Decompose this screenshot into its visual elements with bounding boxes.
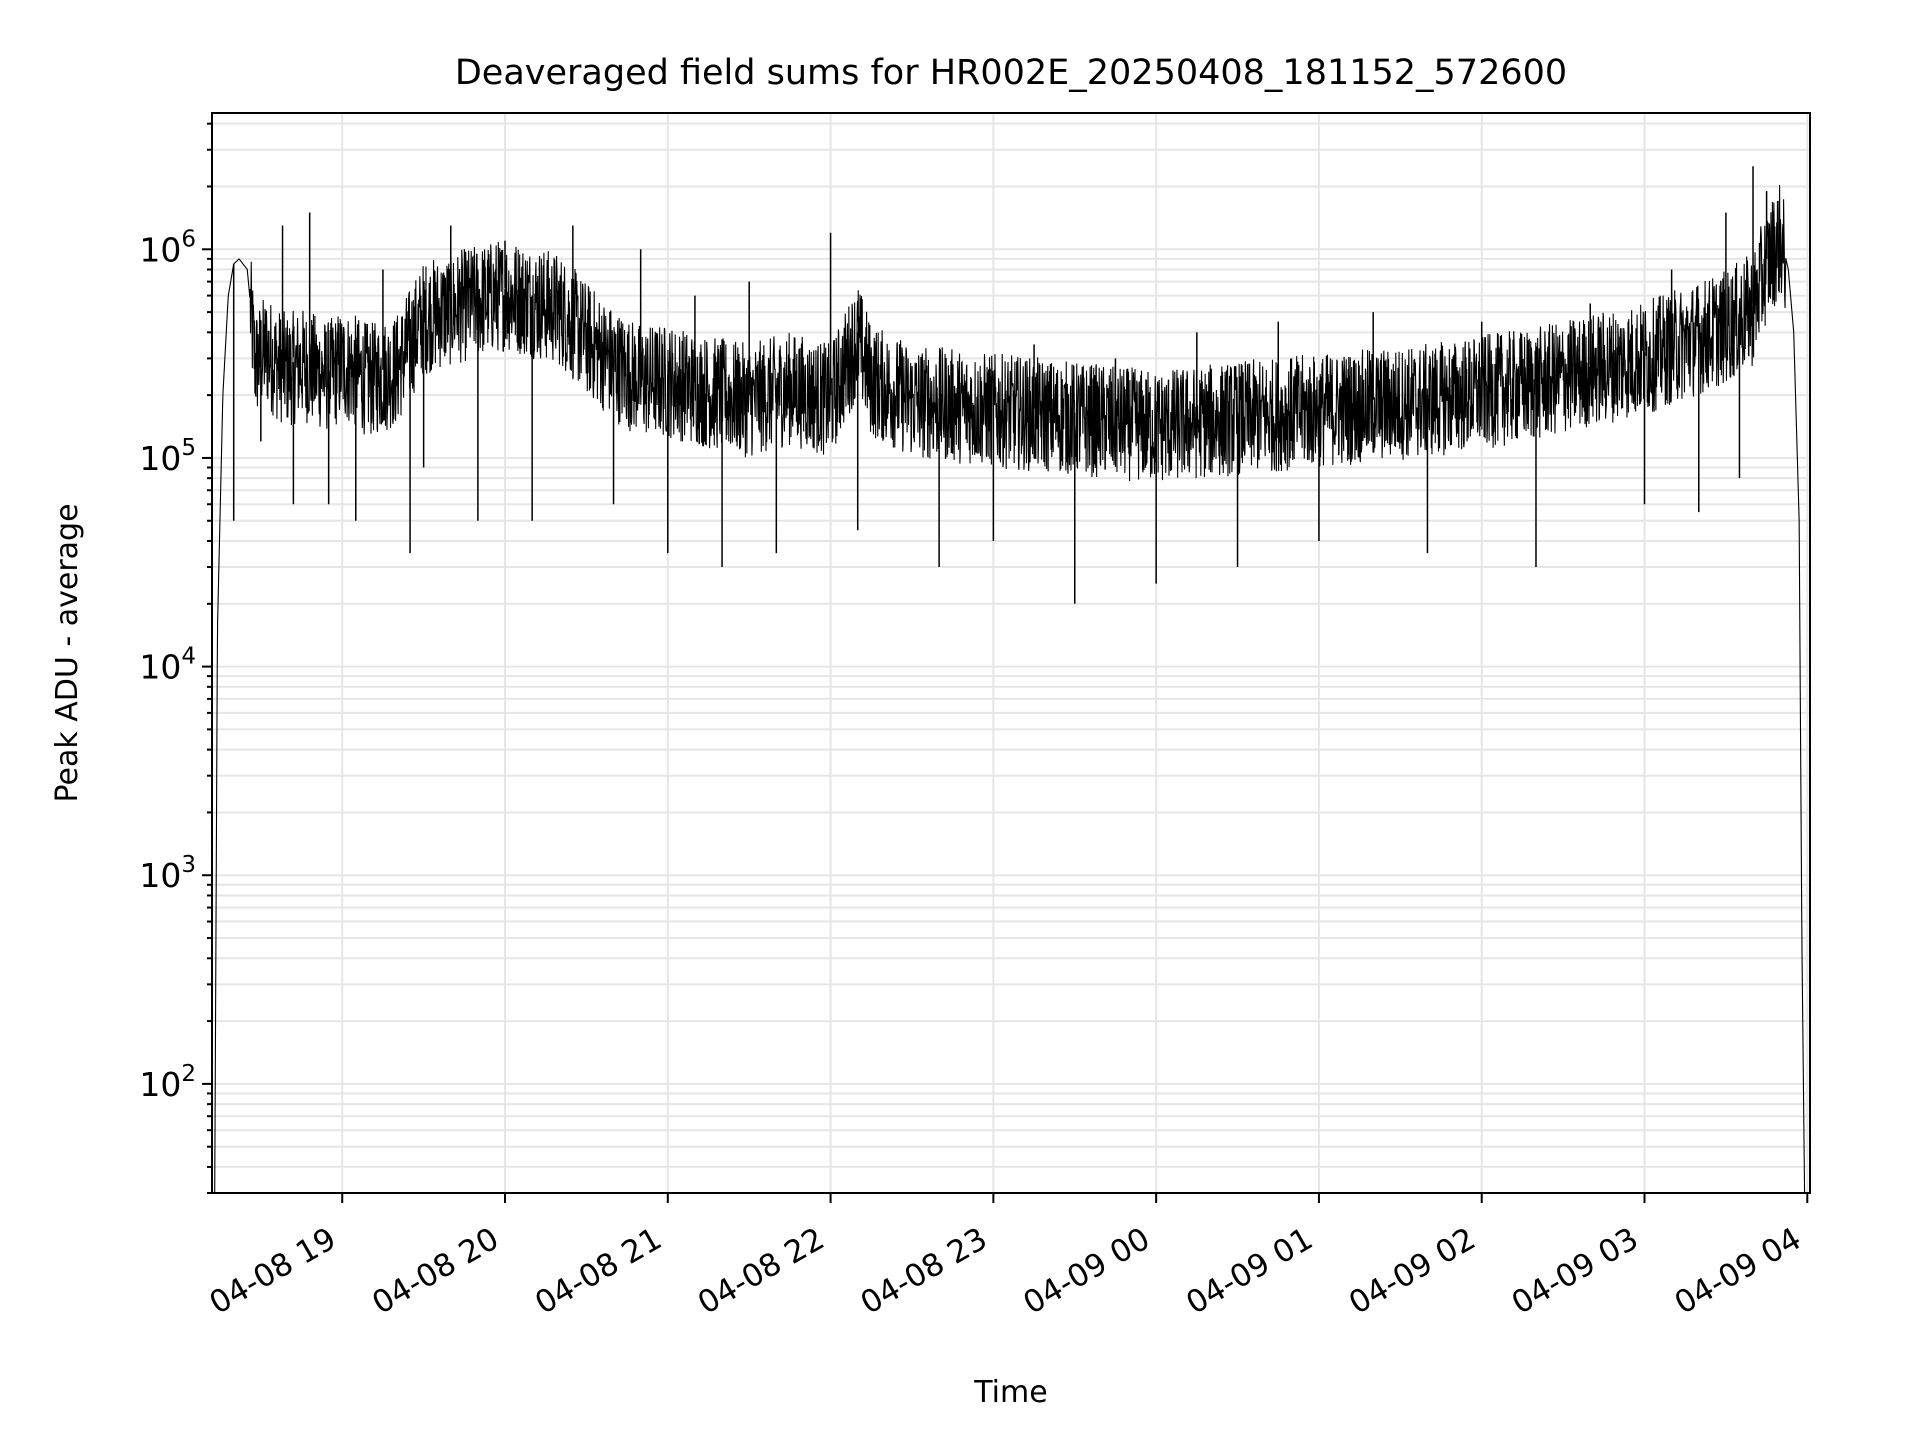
y-tick-label: 102	[139, 1061, 196, 1104]
y-axis-label: Peak ADU - average	[50, 503, 85, 802]
y-tick-label: 105	[139, 435, 196, 478]
x-axis-label: Time	[973, 1375, 1047, 1410]
chart-title: Deaveraged field sums for HR002E_2025040…	[455, 53, 1567, 93]
y-tick-label: 103	[139, 852, 196, 895]
data-layer	[214, 166, 1806, 1194]
grid-layer	[212, 113, 1810, 1194]
series-line	[214, 184, 1806, 1194]
y-tick-label: 106	[139, 226, 196, 269]
plot-frame	[211, 112, 1811, 1194]
y-tick-label: 104	[139, 644, 196, 687]
